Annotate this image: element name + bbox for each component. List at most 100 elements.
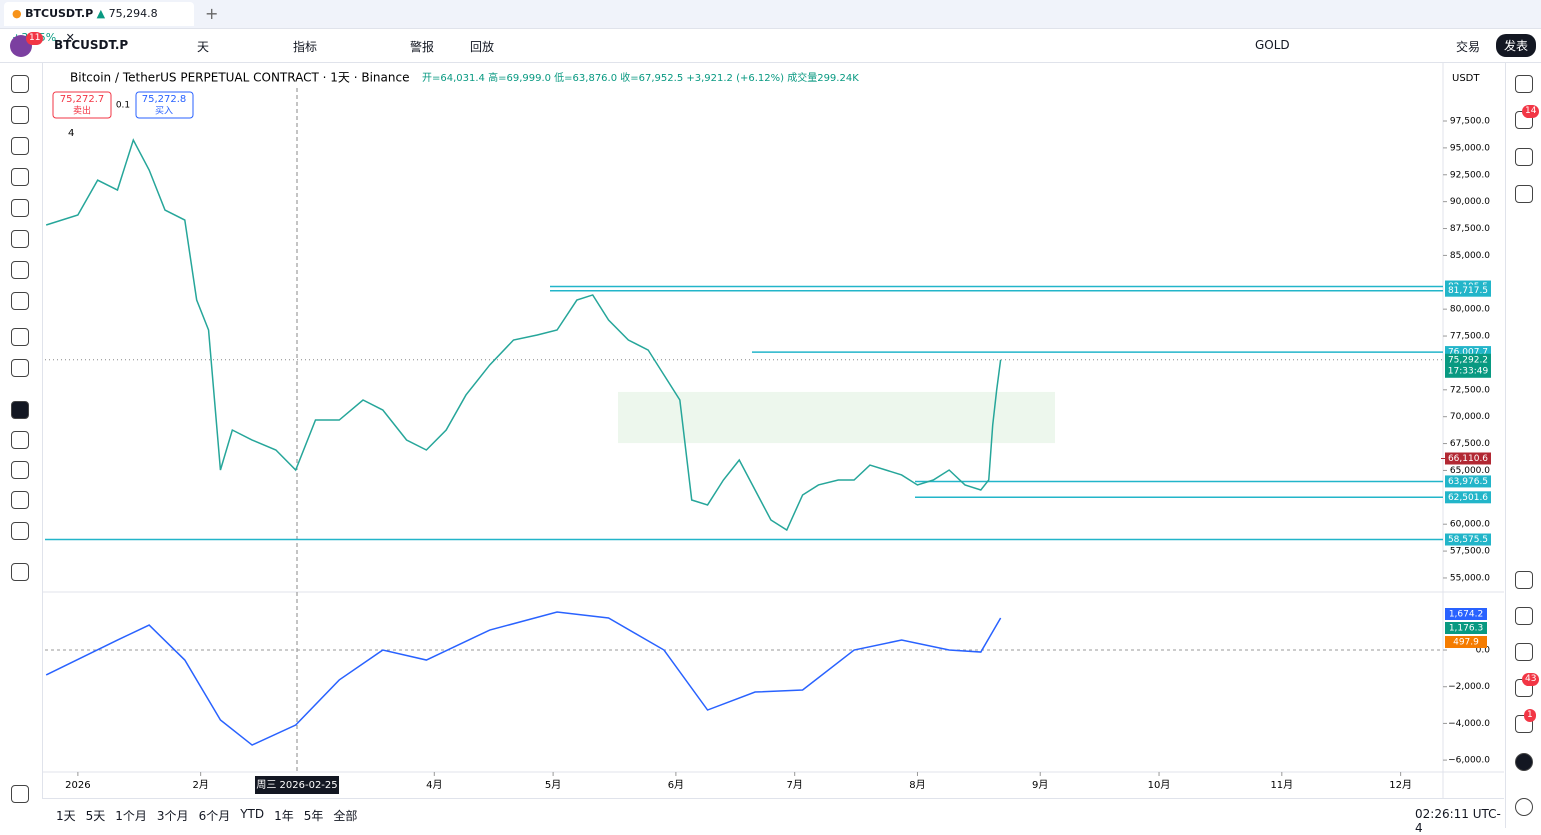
y-tick-label: 0.0 (1476, 646, 1491, 656)
range-button[interactable]: 5天 (85, 809, 106, 823)
drawing-toolbar (0, 63, 43, 803)
level-label: 58,575.5 (1448, 535, 1488, 545)
tool[interactable] (11, 106, 29, 124)
currency: USDT (1452, 73, 1480, 84)
series-line (45, 611, 1002, 746)
x-tick-label: 7月 (787, 779, 803, 791)
indicator-count: 4 (68, 128, 74, 139)
tool[interactable] (1515, 607, 1533, 625)
value-label-box (1445, 608, 1487, 620)
y-tick-label: 55,000.0 (1450, 573, 1490, 583)
chat[interactable] (1515, 185, 1533, 203)
level-label: 62,501.6 (1448, 493, 1488, 503)
x-tick-label: 6月 (668, 779, 684, 791)
new-tab[interactable]: + (205, 4, 219, 23)
tool[interactable] (11, 359, 29, 377)
value-label-box (1445, 636, 1487, 648)
tool[interactable] (11, 491, 29, 509)
layout[interactable]: GOLD (1255, 38, 1290, 52)
value-label: 1,674.2 (1449, 610, 1483, 620)
layers[interactable] (1515, 148, 1533, 166)
y-tick-label: 90,000.0 (1450, 197, 1490, 207)
level-label-box (1445, 346, 1491, 359)
watchlist[interactable] (1515, 75, 1533, 93)
trash[interactable] (11, 563, 29, 581)
y-tick-label: 77,500.0 (1450, 332, 1490, 342)
range-button[interactable]: 1年 (274, 809, 294, 823)
range-button[interactable]: 1天 (56, 809, 76, 823)
quantity: 0.1 (116, 101, 130, 111)
alert[interactable]: 警报 (410, 40, 435, 54)
y-tick-label: 70,000.0 (1450, 412, 1490, 422)
badge: 43 (1522, 673, 1540, 686)
x-tick-label: 4月 (426, 779, 442, 791)
buy-button[interactable] (135, 91, 194, 119)
tool[interactable] (11, 75, 29, 93)
y-tick-label: −6,000.0 (1448, 756, 1490, 766)
favorites[interactable] (11, 785, 29, 803)
range-button[interactable]: 1个月 (115, 809, 147, 823)
price-label: 66,110.6 (1448, 454, 1488, 464)
tool[interactable] (11, 522, 29, 540)
apps[interactable] (1515, 753, 1533, 771)
tool[interactable] (11, 328, 29, 346)
clock: 02:26:11 UTC-4 (1415, 807, 1501, 835)
crosshair-label-box (255, 776, 339, 794)
x-tick-label: 5月 (545, 779, 561, 791)
tool[interactable] (11, 230, 29, 248)
price-label: 75,292.2 (1448, 355, 1488, 365)
tool[interactable] (11, 168, 29, 186)
range-buttons: 1天 5天 1个月 3个月 6个月 YTD 1年 5年 全部 (56, 807, 357, 824)
help[interactable] (1515, 798, 1533, 816)
y-tick-label: 95,000.0 (1450, 143, 1490, 153)
tab-symbol: BTCUSDT.P (25, 7, 94, 20)
publish[interactable]: 发表 (1496, 34, 1537, 57)
y-tick-label: 60,000.0 (1450, 520, 1490, 530)
tool[interactable] (11, 137, 29, 155)
interval[interactable]: 天 (197, 40, 210, 54)
level-label: 81,717.5 (1448, 286, 1488, 296)
range-button[interactable]: 5年 (303, 809, 324, 823)
level-label: 63,976.5 (1448, 477, 1488, 487)
level-label-box (1445, 475, 1491, 488)
top-toolbar: 11 BTCUSDT.P 天 指标 警报 回放 GOLD 交易 发表 (0, 29, 1541, 63)
x-tick-label: 12月 (1389, 779, 1412, 791)
y-tick-label: 65,000.0 (1450, 466, 1490, 476)
tool[interactable] (11, 431, 29, 449)
replay[interactable]: 回放 (470, 40, 495, 54)
y-tick-label: 80,000.0 (1450, 305, 1490, 315)
level-label: 82,105.5 (1448, 282, 1488, 292)
badge: 14 (1522, 105, 1540, 118)
symbol[interactable]: BTCUSDT.P (54, 38, 129, 52)
level-label-box (1445, 491, 1491, 504)
sell-price: 75,272.7 (60, 94, 105, 105)
calendar[interactable] (1515, 643, 1533, 661)
magnet[interactable] (11, 401, 29, 419)
range-button[interactable]: YTD (240, 807, 265, 821)
tool[interactable] (11, 199, 29, 217)
value-label-box (1445, 622, 1487, 634)
indicators[interactable]: 指标 (293, 40, 318, 54)
buy-label: 买入 (155, 106, 173, 117)
tool[interactable] (1515, 571, 1533, 589)
tab-price: 75,294.8 (108, 7, 158, 20)
tab[interactable]: ● BTCUSDT.P ▲ 75,294.8 +3.15% ✕ (4, 2, 194, 44)
y-tick-label: −4,000.0 (1448, 719, 1490, 729)
tool[interactable] (11, 261, 29, 279)
x-tick-label: 11月 (1270, 779, 1293, 791)
y-tick-label: 57,500.0 (1450, 547, 1490, 557)
tool[interactable] (11, 461, 29, 479)
range-button[interactable]: 3个月 (156, 809, 189, 823)
trade[interactable]: 交易 (1456, 40, 1481, 54)
y-tick-label: 92,500.0 (1450, 170, 1490, 180)
tool[interactable] (11, 292, 29, 310)
y-tick-label: −2,000.0 (1448, 682, 1490, 692)
y-tick-label: 67,500.0 (1450, 439, 1490, 449)
sell-button[interactable] (52, 91, 112, 119)
price-label-box (1445, 353, 1491, 378)
range-button[interactable]: 6个月 (198, 809, 231, 823)
series-line (45, 138, 1002, 532)
x-tick-label: 2月 (192, 779, 208, 791)
range-button[interactable]: 全部 (333, 809, 358, 823)
